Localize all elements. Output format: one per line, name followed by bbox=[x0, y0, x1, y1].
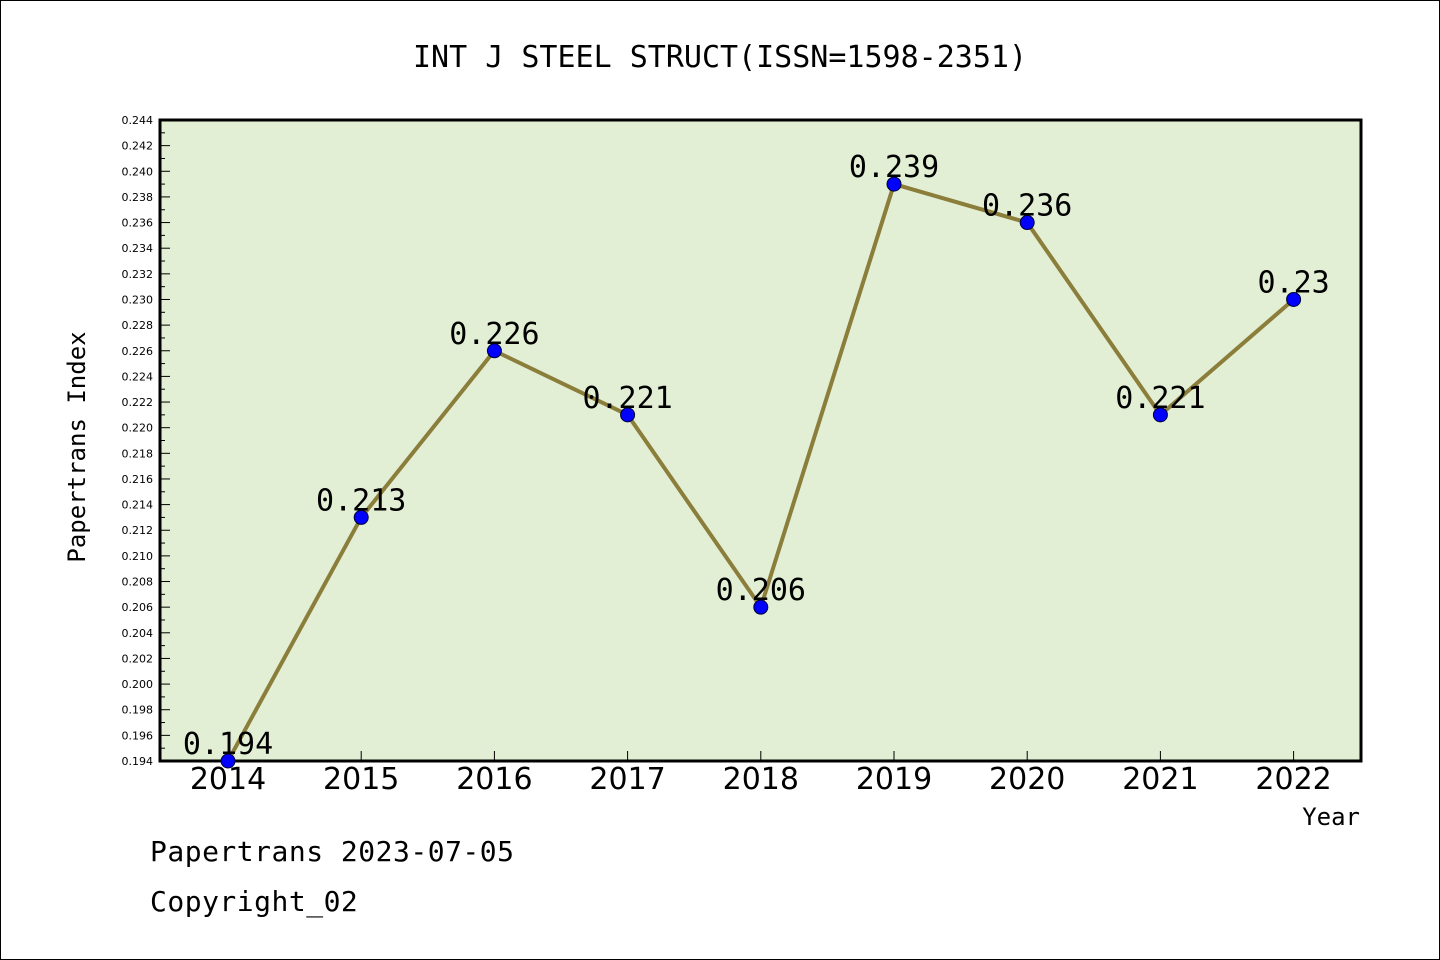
y-tick-label: 0.242 bbox=[122, 140, 154, 153]
y-tick-label: 0.216 bbox=[122, 473, 154, 486]
data-label: 0.221 bbox=[1115, 381, 1205, 416]
data-label: 0.221 bbox=[582, 381, 672, 416]
y-tick-label: 0.222 bbox=[122, 396, 154, 409]
y-tick-label: 0.232 bbox=[122, 268, 154, 281]
data-point bbox=[486, 343, 502, 359]
y-tick-label: 0.230 bbox=[122, 293, 154, 306]
y-tick-label: 0.206 bbox=[122, 601, 154, 614]
y-tick-label: 0.244 bbox=[122, 114, 154, 127]
data-label: 0.226 bbox=[449, 317, 539, 352]
data-label: 0.206 bbox=[716, 573, 806, 608]
y-tick-label: 0.212 bbox=[122, 524, 154, 537]
data-label: 0.23 bbox=[1257, 265, 1329, 300]
x-tick-label: 2021 bbox=[1122, 762, 1198, 797]
y-tick-label: 0.214 bbox=[122, 499, 154, 512]
y-tick-label: 0.234 bbox=[122, 242, 154, 255]
x-tick-label: 2019 bbox=[856, 762, 932, 797]
data-label: 0.213 bbox=[316, 483, 406, 518]
x-tick-label: 2018 bbox=[723, 762, 799, 797]
copyright-note: Copyright_02 bbox=[150, 885, 359, 918]
y-tick-label: 0.228 bbox=[122, 319, 154, 332]
y-tick-label: 0.204 bbox=[122, 627, 154, 640]
chart-title: INT J STEEL STRUCT(ISSN=1598-2351) bbox=[413, 40, 1027, 75]
data-point bbox=[220, 753, 236, 769]
series-layer: 0.194 0.213 0.226 0.221 0.206 0.239 0.236 0.221… bbox=[183, 150, 1330, 769]
y-tick-label: 0.236 bbox=[122, 217, 154, 230]
y-tick-label: 0.224 bbox=[122, 370, 154, 383]
x-tick-label: 2016 bbox=[456, 762, 532, 797]
data-point bbox=[1152, 407, 1168, 423]
y-tick-label: 0.202 bbox=[122, 652, 154, 665]
data-label: 0.194 bbox=[183, 727, 273, 762]
y-axis-label: Papertrans Index bbox=[63, 331, 91, 562]
y-axis: 0.194 0.196 0.198 0.200 0.202 0.204 0.206 0.208… bbox=[122, 114, 170, 768]
y-tick-label: 0.238 bbox=[122, 191, 154, 204]
x-tick-label: 2020 bbox=[989, 762, 1065, 797]
y-tick-label: 0.210 bbox=[122, 550, 154, 563]
data-point bbox=[1019, 215, 1035, 231]
data-label: 0.239 bbox=[849, 150, 939, 185]
y-tick-label: 0.220 bbox=[122, 422, 154, 435]
y-tick-label: 0.198 bbox=[122, 704, 154, 717]
x-tick-label: 2017 bbox=[589, 762, 665, 797]
data-point bbox=[1286, 291, 1302, 307]
data-point bbox=[353, 509, 369, 525]
y-tick-label: 0.240 bbox=[122, 165, 154, 178]
data-point bbox=[620, 407, 636, 423]
data-point bbox=[753, 599, 769, 615]
source-note: Papertrans 2023-07-05 bbox=[150, 835, 515, 868]
plot-area bbox=[158, 118, 1363, 763]
y-tick-label: 0.194 bbox=[122, 755, 154, 768]
data-point bbox=[886, 176, 902, 192]
x-axis: 2014 2015 2016 2017 2018 2019 2020 2021 2022 bbox=[190, 751, 1332, 797]
y-tick-label: 0.218 bbox=[122, 447, 154, 460]
x-axis-label: Year bbox=[1302, 803, 1360, 831]
x-tick-label: 2015 bbox=[323, 762, 399, 797]
y-tick-label: 0.196 bbox=[122, 729, 154, 742]
y-tick-label: 0.208 bbox=[122, 576, 154, 589]
y-tick-label: 0.200 bbox=[122, 678, 154, 691]
x-tick-label: 2022 bbox=[1255, 762, 1331, 797]
data-label: 0.236 bbox=[982, 189, 1072, 224]
y-tick-label: 0.226 bbox=[122, 345, 154, 358]
